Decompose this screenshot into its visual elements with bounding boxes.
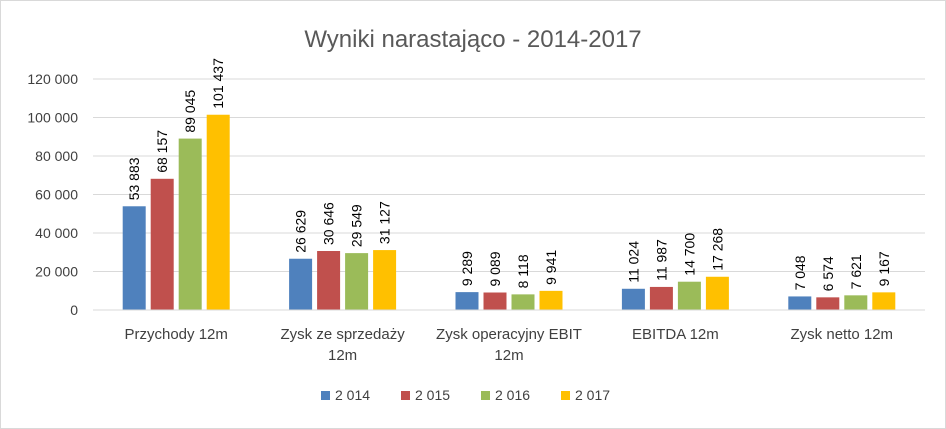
x-category-label: EBITDA 12m	[632, 326, 719, 343]
y-tick-label: 0	[70, 302, 78, 318]
data-label: 11 987	[653, 239, 669, 281]
bar	[483, 292, 507, 310]
data-label: 89 045	[182, 90, 198, 133]
y-tick-label: 80 000	[35, 148, 78, 164]
bar	[649, 286, 673, 310]
legend-label: 2 015	[415, 387, 450, 403]
x-category-label: Zysk ze sprzedaży	[280, 326, 405, 343]
x-category-label: Zysk netto 12m	[791, 326, 894, 343]
y-tick-label: 120 000	[27, 71, 78, 87]
bar	[705, 276, 729, 310]
bar	[677, 281, 701, 310]
bar	[206, 114, 230, 311]
data-label: 8 118	[515, 254, 531, 288]
legend-label: 2 017	[575, 387, 610, 403]
bar	[539, 290, 563, 310]
legend-swatch	[401, 391, 410, 400]
bar	[872, 292, 896, 310]
data-label: 30 646	[321, 202, 337, 245]
chart-title: Wyniki narastająco - 2014-2017	[304, 26, 641, 53]
y-tick-label: 40 000	[35, 225, 78, 241]
y-tick-label: 60 000	[35, 187, 78, 203]
bar	[455, 292, 479, 310]
legend-label: 2 014	[335, 387, 370, 403]
x-axis: Przychody 12m Zysk ze sprzedaży 12m Zysk op…	[93, 309, 925, 364]
data-label: 7 621	[848, 254, 864, 289]
gridlines	[93, 78, 925, 311]
bar	[511, 294, 535, 310]
bars	[122, 114, 896, 311]
x-category-label: 12m	[494, 347, 523, 364]
data-label: 29 549	[349, 204, 365, 247]
data-label: 9 289	[459, 251, 475, 286]
x-category-label: 12m	[328, 347, 357, 364]
bar	[289, 258, 313, 310]
y-axis: 0 20 000 40 000 60 000 80 000 100 000 120 000	[27, 71, 78, 318]
bar	[788, 296, 812, 310]
x-category-label: Zysk operacyjny EBIT	[436, 326, 582, 343]
data-label: 9 089	[487, 251, 503, 286]
y-tick-label: 20 000	[35, 264, 78, 280]
data-label: 31 127	[377, 201, 393, 244]
data-label: 9 167	[876, 251, 892, 286]
bar	[373, 250, 397, 310]
bar	[844, 295, 868, 310]
bar	[621, 288, 645, 310]
data-label: 9 941	[543, 250, 559, 285]
data-label: 14 700	[681, 233, 697, 276]
bar	[122, 206, 146, 310]
legend-swatch	[321, 391, 330, 400]
data-label: 101 437	[210, 58, 226, 109]
legend-swatch	[561, 391, 570, 400]
legend-label: 2 016	[495, 387, 530, 403]
data-labels: 53 883 68 157 89 045 101 437 26 629 30 646 29 …	[126, 58, 892, 291]
bar	[317, 251, 341, 310]
bar	[178, 138, 202, 310]
data-label: 7 048	[792, 255, 808, 290]
legend-swatch	[481, 391, 490, 400]
x-category-label: Przychody 12m	[125, 326, 228, 343]
data-label: 68 157	[154, 130, 170, 173]
data-label: 6 574	[820, 256, 836, 291]
y-tick-label: 100 000	[27, 110, 78, 126]
legend: 2 014 2 015 2 016 2 017	[321, 387, 610, 403]
data-label: 17 268	[709, 228, 725, 271]
bar	[150, 178, 174, 310]
data-label: 26 629	[293, 210, 309, 253]
data-label: 53 883	[126, 157, 142, 200]
bar	[345, 253, 369, 310]
bar	[816, 297, 840, 310]
data-label: 11 024	[625, 241, 641, 283]
